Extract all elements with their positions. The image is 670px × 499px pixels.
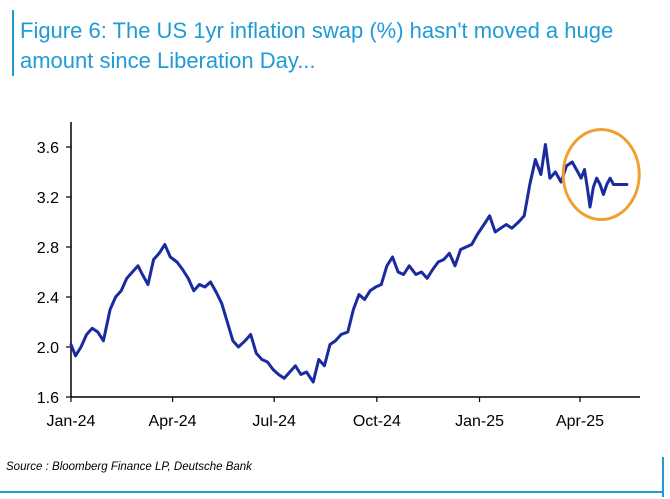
- x-tick-label: Apr-24: [149, 413, 197, 430]
- y-tick-label: 3.2: [37, 190, 59, 207]
- chart: 1.6 2.0 2.4 2.8 3.2 3.6 Jan-24 Apr-24 Jul-24 Oct…: [37, 122, 641, 430]
- highlight-circle: [561, 128, 641, 221]
- series-line: [69, 143, 629, 384]
- y-tick-label: 1.6: [37, 390, 59, 407]
- y-tick-label: 2.8: [37, 240, 59, 257]
- x-tick-label: Jan-24: [47, 413, 96, 430]
- annotation-layer: [561, 128, 641, 221]
- source-rule-vertical: [662, 457, 664, 497]
- x-tick-label: Apr-25: [556, 413, 604, 430]
- y-tick-label: 2.4: [37, 290, 59, 307]
- x-axis-ticks: Jan-24 Apr-24 Jul-24 Oct-24 Jan-25 Apr-25: [47, 397, 604, 430]
- source-rule-horizontal: [0, 491, 664, 493]
- x-tick-label: Jul-24: [252, 413, 296, 430]
- title-box: Figure 6: The US 1yr inflation swap (%) …: [12, 10, 664, 76]
- x-tick-label: Oct-24: [353, 413, 401, 430]
- y-tick-label: 2.0: [37, 340, 59, 357]
- y-axis-ticks: 1.6 2.0 2.4 2.8 3.2 3.6: [37, 140, 71, 407]
- source-note: Source : Bloomberg Finance LP, Deutsche …: [6, 461, 252, 473]
- chart-title: Figure 6: The US 1yr inflation swap (%) …: [20, 18, 614, 73]
- chart-axes: [70, 122, 640, 398]
- plot-area: [69, 143, 629, 384]
- x-tick-label: Jan-25: [455, 413, 504, 430]
- y-tick-label: 3.6: [37, 140, 59, 157]
